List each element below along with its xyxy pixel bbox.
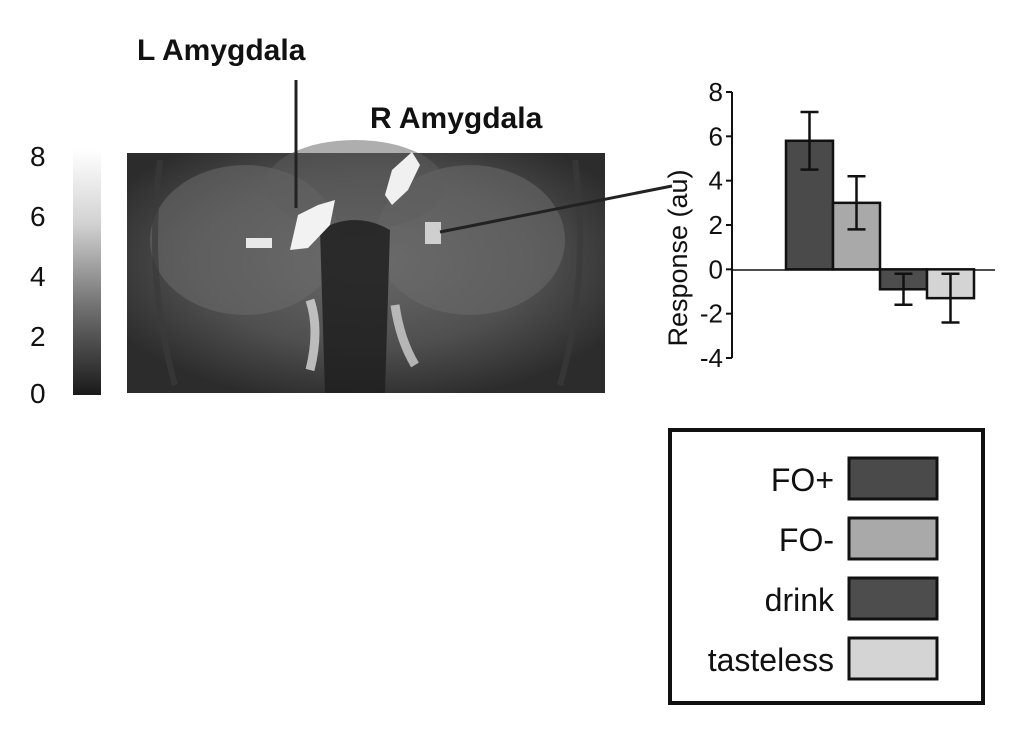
y-tick-label-2: 4 (709, 166, 723, 196)
legend-item-2: drink (765, 576, 939, 621)
left-activation-spot (246, 238, 272, 248)
right-amygdala-activation (425, 222, 441, 244)
right-edge-structure (557, 159, 583, 386)
colorscale: 0 2 4 6 8 (30, 141, 101, 409)
colorscale-tick-6: 6 (30, 201, 46, 232)
colorscale-tick-8: 8 (30, 141, 46, 172)
legend-swatch-2 (847, 576, 939, 621)
error-bar-3 (941, 272, 960, 324)
legend-item-3: tasteless (708, 636, 939, 681)
y-axis-label: Response (au) (663, 169, 693, 346)
legend-label-1: FO- (779, 522, 834, 558)
response-bar-chart: 8 6 4 2 0 -2 -4 Response (au) (663, 77, 995, 373)
legend: FO+ FO-drink tasteless (668, 428, 985, 705)
legend-label-3: tasteless (708, 642, 834, 678)
brain-slice (127, 140, 605, 393)
brainstem-shadow (320, 220, 390, 393)
legend-items: FO+ FO-drink tasteless (708, 456, 939, 681)
y-tick-label-5: -2 (700, 299, 723, 329)
legend-swatch-3 (847, 636, 939, 681)
legend-swatch-1 (847, 516, 939, 561)
legend-swatch-0 (847, 456, 939, 501)
y-tick-label-3: 2 (709, 210, 723, 240)
error-bars (800, 110, 960, 324)
legend-item-1: FO- (779, 516, 939, 561)
y-ticks: 8 6 4 2 0 -2 -4 (700, 77, 732, 373)
error-bar-1 (847, 174, 866, 231)
legend-item-0: FO+ (771, 456, 939, 501)
error-bar-2 (894, 272, 913, 307)
right-amygdala-label: R Amygdala (370, 102, 543, 135)
legend-label-0: FO+ (771, 462, 834, 498)
left-amygdala-activation (290, 200, 335, 250)
frontal-region (265, 140, 445, 230)
frontal-activation (385, 152, 420, 205)
right-bright-structure (390, 304, 419, 368)
colorscale-tick-0: 0 (30, 378, 46, 409)
error-bar-0 (800, 110, 819, 171)
y-tick-label-0: 8 (709, 77, 723, 107)
y-tick-label-6: -4 (700, 343, 723, 373)
legend-label-2: drink (765, 582, 835, 618)
left-bright-structure (305, 298, 320, 372)
colorscale-tick-2: 2 (30, 321, 46, 352)
colorscale-bar (73, 150, 101, 395)
y-tick-label-4: 0 (709, 254, 723, 284)
right-amygdala-pointer (439, 184, 673, 234)
colorscale-tick-4: 4 (30, 261, 46, 292)
y-tick-label-1: 6 (709, 121, 723, 151)
left-edge-structure (152, 159, 178, 386)
left-amygdala-label: L Amygdala (137, 34, 306, 67)
